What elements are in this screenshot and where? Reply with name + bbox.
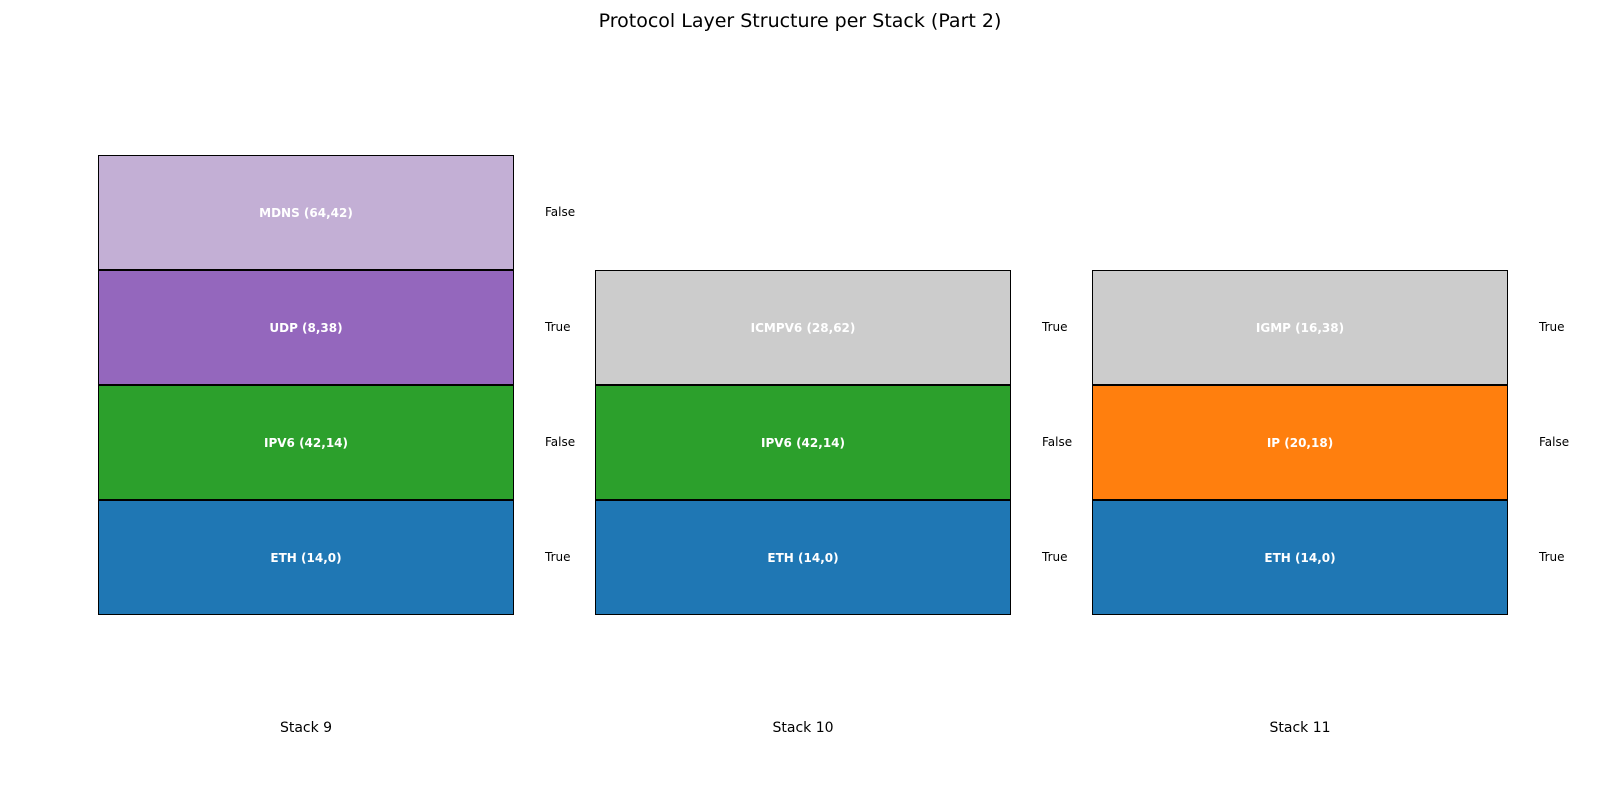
layer-block: ETH (14,0) bbox=[98, 500, 514, 615]
layer-flag: True bbox=[1539, 549, 1565, 564]
stack-2: ICMPV6 (28,62) True IPV6 (42,14) False ETH (… bbox=[595, 0, 1072, 800]
layer-flag: True bbox=[545, 549, 571, 564]
layer-flag: True bbox=[1539, 319, 1565, 334]
layer-flag: False bbox=[1042, 434, 1073, 449]
layer-block: UDP (8,38) bbox=[98, 270, 514, 385]
layer-flag: False bbox=[1539, 434, 1570, 449]
diagram-title: Protocol Layer Structure per Stack (Part… bbox=[598, 10, 1002, 32]
layer-block: IPV6 (42,14) bbox=[595, 385, 1011, 500]
layer-block: ETH (14,0) bbox=[1092, 500, 1508, 615]
layer-block: ICMPV6 (28,62) bbox=[595, 270, 1011, 385]
layer-flag: True bbox=[1042, 549, 1068, 564]
layer-block: ETH (14,0) bbox=[595, 500, 1011, 615]
layer-block: IGMP (16,38) bbox=[1092, 270, 1508, 385]
layer-block: MDNS (64,42) bbox=[98, 155, 514, 270]
stack-1: MDNS (64,42) False UDP (8,38) True IPV6 (42,… bbox=[98, 0, 575, 800]
layer-flag: True bbox=[1042, 319, 1068, 334]
layer-block: IPV6 (42,14) bbox=[98, 385, 514, 500]
stack-label: Stack 11 bbox=[1269, 720, 1331, 736]
layer-block: IP (20,18) bbox=[1092, 385, 1508, 500]
stack-3: IGMP (16,38) True IP (20,18) False ETH (14,0… bbox=[1092, 0, 1569, 800]
stack-label: Stack 10 bbox=[772, 720, 834, 736]
stack-label: Stack 9 bbox=[279, 720, 333, 736]
layer-flag: True bbox=[545, 319, 571, 334]
layer-flag: False bbox=[545, 434, 576, 449]
layer-flag: False bbox=[545, 204, 576, 219]
